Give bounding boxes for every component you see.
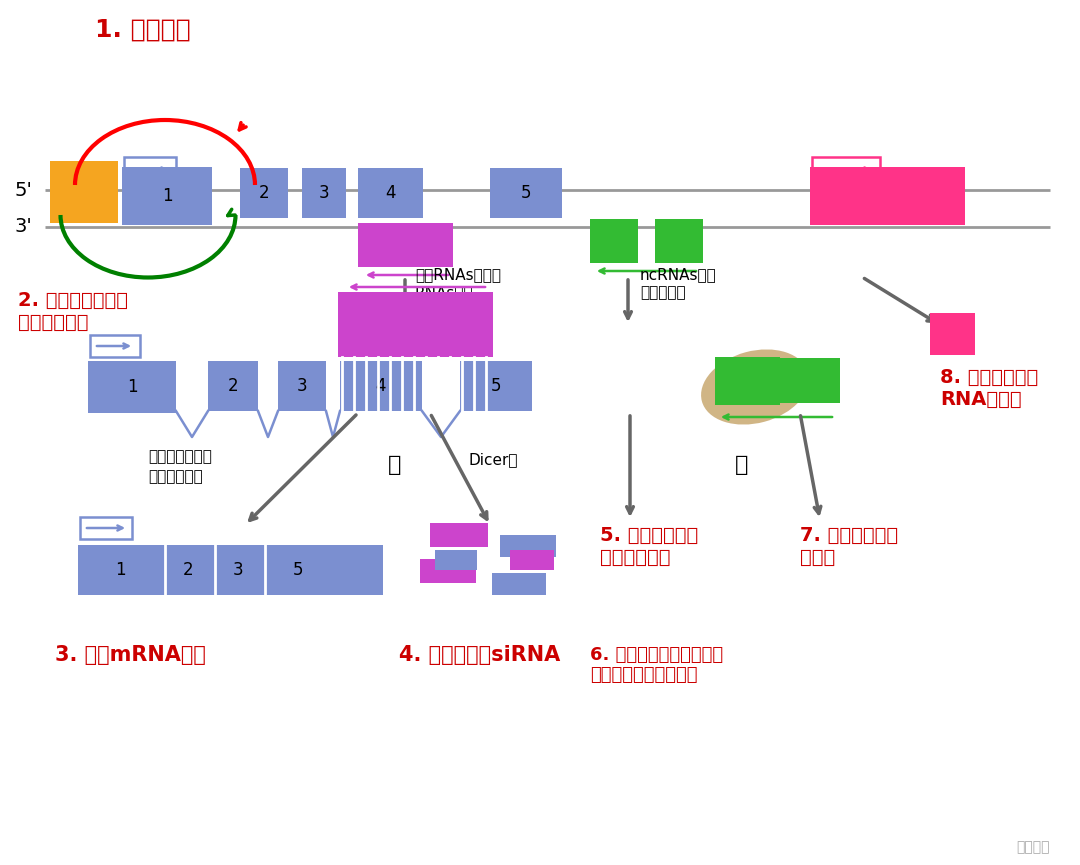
Text: 外显子的识别: 外显子的识别 xyxy=(148,470,203,484)
Text: 内定位: 内定位 xyxy=(800,548,835,567)
FancyBboxPatch shape xyxy=(715,357,780,405)
Text: 通过剪接体阻断: 通过剪接体阻断 xyxy=(148,450,212,465)
Text: 3: 3 xyxy=(319,184,329,202)
Text: 2: 2 xyxy=(228,377,239,395)
Text: 4: 4 xyxy=(384,184,395,202)
FancyBboxPatch shape xyxy=(278,361,326,411)
FancyBboxPatch shape xyxy=(420,559,476,583)
FancyBboxPatch shape xyxy=(338,292,492,357)
FancyBboxPatch shape xyxy=(510,550,554,570)
FancyBboxPatch shape xyxy=(302,168,346,218)
Text: 8. 可作为小分子: 8. 可作为小分子 xyxy=(940,368,1038,387)
Text: 5: 5 xyxy=(521,184,531,202)
FancyBboxPatch shape xyxy=(810,167,966,225)
Text: 4. 产生内源性siRNA: 4. 产生内源性siRNA xyxy=(400,645,561,665)
Text: 5: 5 xyxy=(293,561,303,579)
Text: RNA的前体: RNA的前体 xyxy=(940,389,1022,408)
FancyBboxPatch shape xyxy=(930,313,975,355)
Text: 2: 2 xyxy=(183,561,193,579)
Text: 或: 或 xyxy=(389,455,402,475)
Text: 5': 5' xyxy=(14,181,32,200)
Ellipse shape xyxy=(701,349,809,425)
FancyBboxPatch shape xyxy=(357,168,423,218)
FancyBboxPatch shape xyxy=(208,361,258,411)
FancyBboxPatch shape xyxy=(492,573,546,595)
Text: 3. 调控mRNA剪切: 3. 调控mRNA剪切 xyxy=(55,645,205,665)
FancyBboxPatch shape xyxy=(430,523,488,547)
Text: ncRNAs与特: ncRNAs与特 xyxy=(640,267,717,283)
Text: 4: 4 xyxy=(376,377,387,395)
FancyBboxPatch shape xyxy=(78,545,383,595)
FancyBboxPatch shape xyxy=(490,168,562,218)
FancyBboxPatch shape xyxy=(50,161,118,223)
Text: 1: 1 xyxy=(126,378,137,396)
FancyBboxPatch shape xyxy=(654,219,703,263)
Text: Dicer酶: Dicer酶 xyxy=(468,452,517,467)
Text: 1: 1 xyxy=(114,561,125,579)
Text: 2: 2 xyxy=(259,184,269,202)
FancyBboxPatch shape xyxy=(435,550,477,570)
FancyBboxPatch shape xyxy=(590,219,638,263)
Text: 2. 诱导染色质重构: 2. 诱导染色质重构 xyxy=(18,291,129,310)
Text: 5: 5 xyxy=(490,377,501,395)
Text: 1: 1 xyxy=(162,187,173,205)
Text: 3: 3 xyxy=(297,377,308,395)
Text: 1. 转录调控: 1. 转录调控 xyxy=(95,18,191,42)
FancyBboxPatch shape xyxy=(122,167,212,225)
Text: 6. 作为结构组分与蛋白质: 6. 作为结构组分与蛋白质 xyxy=(590,646,724,664)
Text: 菲糖新动: 菲糖新动 xyxy=(1016,840,1050,854)
Text: 和组蛋白修饰: 和组蛋白修饰 xyxy=(18,312,89,331)
Text: 5. 与特定蛋白结: 5. 与特定蛋白结 xyxy=(600,526,699,544)
FancyBboxPatch shape xyxy=(87,361,176,413)
FancyBboxPatch shape xyxy=(240,168,288,218)
Text: 正义RNAs和反义: 正义RNAs和反义 xyxy=(415,267,501,283)
Text: 7. 改变蛋白细胞: 7. 改变蛋白细胞 xyxy=(800,526,899,544)
Text: 合调节其活性: 合调节其活性 xyxy=(600,548,671,567)
Text: 3': 3' xyxy=(14,217,32,236)
FancyBboxPatch shape xyxy=(340,361,422,411)
Text: 形成核酸蛋白质复合体: 形成核酸蛋白质复合体 xyxy=(590,666,698,684)
FancyBboxPatch shape xyxy=(460,361,532,411)
Text: RNAs杂交: RNAs杂交 xyxy=(415,285,474,300)
FancyBboxPatch shape xyxy=(357,223,453,267)
Text: 或: 或 xyxy=(735,455,748,475)
FancyBboxPatch shape xyxy=(500,535,556,557)
FancyBboxPatch shape xyxy=(778,358,840,403)
Text: 定蛋白结合: 定蛋白结合 xyxy=(640,285,686,300)
Text: 3: 3 xyxy=(232,561,243,579)
